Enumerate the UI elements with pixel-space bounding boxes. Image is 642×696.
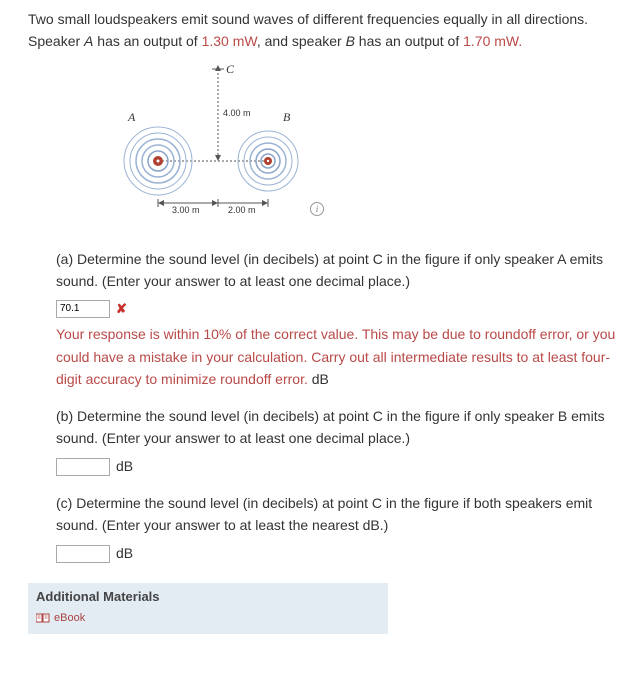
label-b: B: [283, 110, 291, 124]
ebook-icon: [36, 613, 50, 623]
figure: C 4.00 m A B: [88, 61, 622, 234]
part-a-text: (a) Determine the sound level (in decibe…: [56, 248, 622, 293]
part-b-text: (b) Determine the sound level (in decibe…: [56, 405, 622, 450]
part-a: (a) Determine the sound level (in decibe…: [56, 248, 622, 391]
info-icon[interactable]: i: [310, 202, 324, 216]
speaker-a: A: [84, 33, 93, 49]
part-c-text: (c) Determine the sound level (in decibe…: [56, 492, 622, 537]
additional-materials: Additional Materials eBook: [28, 583, 388, 634]
dim-vert: 4.00 m: [223, 108, 251, 118]
ebook-link[interactable]: eBook: [54, 612, 85, 624]
part-b-input[interactable]: [56, 458, 110, 476]
dim-b: 2.00 m: [228, 205, 256, 215]
dim-a: 3.00 m: [172, 205, 200, 215]
part-c-input[interactable]: [56, 545, 110, 563]
part-a-unit: dB: [312, 371, 329, 387]
value-a: 1.30: [202, 33, 229, 49]
part-b-unit: dB: [116, 455, 133, 477]
label-a: A: [127, 110, 136, 124]
speaker-a-icon: [124, 127, 192, 195]
part-c-unit: dB: [116, 542, 133, 564]
additional-title: Additional Materials: [36, 589, 380, 604]
figure-svg: C 4.00 m A B: [88, 61, 348, 231]
part-a-input[interactable]: [56, 300, 110, 318]
speaker-b: B: [346, 33, 355, 49]
problem-intro: Two small loudspeakers emit sound waves …: [28, 8, 622, 53]
part-a-feedback: Your response is within 10% of the corre…: [56, 323, 622, 390]
part-b: (b) Determine the sound level (in decibe…: [56, 405, 622, 478]
value-b: 1.70: [463, 33, 490, 49]
incorrect-icon: ✘: [116, 299, 127, 320]
part-c: (c) Determine the sound level (in decibe…: [56, 492, 622, 565]
label-c: C: [226, 62, 235, 76]
